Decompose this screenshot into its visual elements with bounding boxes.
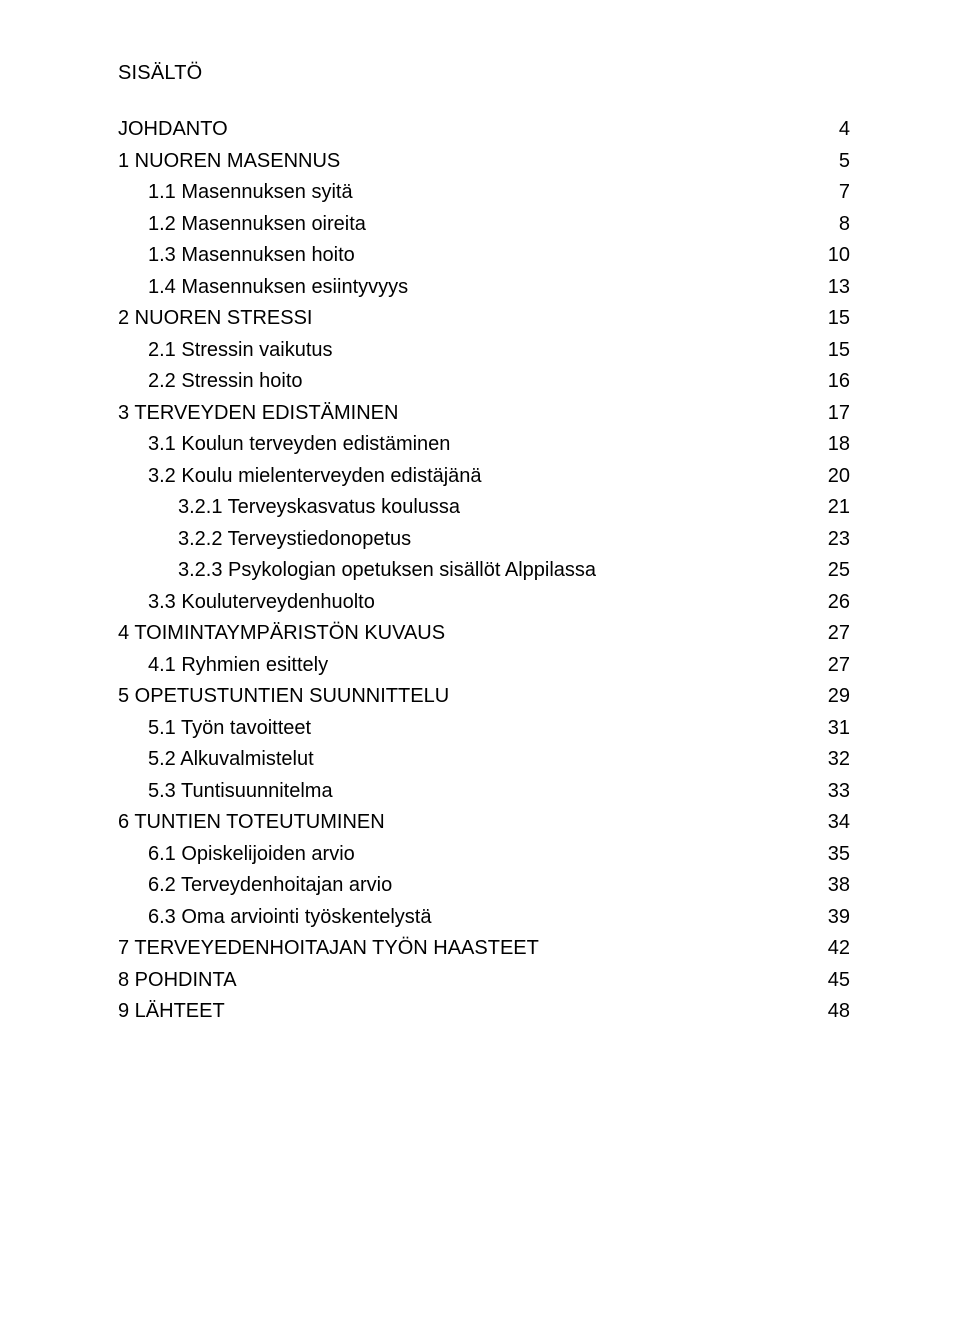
toc-entry-label: 2.2 Stressin hoito [148,371,303,391]
toc-entry-label: 1.2 Masennuksen oireita [148,214,366,234]
toc-entry-page: 15 [828,308,850,328]
toc-entry-label: 5.2 Alkuvalmistelut [148,749,314,769]
toc-entry-label: 1.4 Masennuksen esiintyvyys [148,277,408,297]
toc-entry-label: 3.2.2 Terveystiedonopetus [178,529,411,549]
toc-entry-label: 3.2.3 Psykologian opetuksen sisällöt Alp… [178,560,596,580]
toc-entry: 6.3 Oma arviointi työskentelystä 39 [118,907,850,927]
toc-entry-label: JOHDANTO [118,119,228,139]
toc-entry-page: 39 [828,907,850,927]
toc-entry: 7 TERVEYEDENHOITAJAN TYÖN HAASTEET 42 [118,938,850,958]
toc-entry: JOHDANTO 4 [118,119,850,139]
toc-entry-page: 25 [828,560,850,580]
toc-entry: 6 TUNTIEN TOTEUTUMINEN 34 [118,812,850,832]
toc-entry-label: 8 POHDINTA [118,970,237,990]
toc-title: SISÄLTÖ [118,62,850,85]
toc-entry-page: 23 [828,529,850,549]
toc-entry-label: 1.1 Masennuksen syitä [148,182,353,202]
toc-entry-label: 5.3 Tuntisuunnitelma [148,781,333,801]
toc-entry-page: 17 [828,403,850,423]
toc-entry: 3.2.2 Terveystiedonopetus 23 [118,529,850,549]
toc-entry-page: 15 [828,340,850,360]
toc-entry-label: 3.1 Koulun terveyden edistäminen [148,434,450,454]
toc-entry-page: 5 [839,151,850,171]
toc-entry-page: 45 [828,970,850,990]
toc-entry-page: 34 [828,812,850,832]
toc-entry-page: 20 [828,466,850,486]
toc-entry: 3.2.1 Terveyskasvatus koulussa 21 [118,497,850,517]
toc-entry: 2.2 Stressin hoito 16 [118,371,850,391]
toc-entry-page: 4 [839,119,850,139]
toc-entry: 1.4 Masennuksen esiintyvyys 13 [118,277,850,297]
toc-entry-label: 3.3 Kouluterveydenhuolto [148,592,375,612]
toc-entry: 5.2 Alkuvalmistelut 32 [118,749,850,769]
toc-entry: 4.1 Ryhmien esittely 27 [118,655,850,675]
toc-entry-label: 4 TOIMINTAYMPÄRISTÖN KUVAUS [118,623,445,643]
toc-entry: 3.2 Koulu mielenterveyden edistäjänä 20 [118,466,850,486]
toc-entry: 9 LÄHTEET 48 [118,1001,850,1021]
toc-entry: 6.1 Opiskelijoiden arvio 35 [118,844,850,864]
toc-entry-page: 38 [828,875,850,895]
toc-entry-label: 5.1 Työn tavoitteet [148,718,311,738]
toc-entry: 5.3 Tuntisuunnitelma 33 [118,781,850,801]
toc-entry-label: 6.1 Opiskelijoiden arvio [148,844,355,864]
toc-entry: 1.1 Masennuksen syitä 7 [118,182,850,202]
toc-entry-label: 6 TUNTIEN TOTEUTUMINEN [118,812,385,832]
page: SISÄLTÖ JOHDANTO 4 1 NUOREN MASENNUS 5 1.1 M… [0,0,960,1344]
toc-entry: 8 POHDINTA 45 [118,970,850,990]
toc-entry-page: 13 [828,277,850,297]
toc-entry: 2 NUOREN STRESSI 15 [118,308,850,328]
toc-entry-page: 7 [839,182,850,202]
toc-entry-label: 1 NUOREN MASENNUS [118,151,340,171]
toc-entry-label: 5 OPETUSTUNTIEN SUUNNITTELU [118,686,449,706]
toc-entry-page: 42 [828,938,850,958]
toc-entry-page: 10 [828,245,850,265]
toc-entry: 3.2.3 Psykologian opetuksen sisällöt Alp… [118,560,850,580]
toc-entry-label: 2.1 Stressin vaikutus [148,340,333,360]
toc-entry-label: 3 TERVEYDEN EDISTÄMINEN [118,403,398,423]
toc-entry-page: 8 [839,214,850,234]
toc-entry: 3.3 Kouluterveydenhuolto 26 [118,592,850,612]
toc-entry-page: 18 [828,434,850,454]
toc-entry-page: 33 [828,781,850,801]
toc-entry: 1.2 Masennuksen oireita 8 [118,214,850,234]
toc-entry: 2.1 Stressin vaikutus 15 [118,340,850,360]
toc-entry-page: 31 [828,718,850,738]
toc-entry: 3 TERVEYDEN EDISTÄMINEN 17 [118,403,850,423]
toc-entry-label: 9 LÄHTEET [118,1001,225,1021]
toc-entry-label: 6.3 Oma arviointi työskentelystä [148,907,431,927]
toc-entry-page: 29 [828,686,850,706]
toc-entry-label: 4.1 Ryhmien esittely [148,655,328,675]
toc-entry-page: 48 [828,1001,850,1021]
toc-entry-page: 27 [828,655,850,675]
toc-entry-label: 3.2.1 Terveyskasvatus koulussa [178,497,460,517]
toc-entry: 1 NUOREN MASENNUS 5 [118,151,850,171]
toc-entry: 6.2 Terveydenhoitajan arvio 38 [118,875,850,895]
toc-entry-page: 21 [828,497,850,517]
toc-entry: 5.1 Työn tavoitteet 31 [118,718,850,738]
toc-entry-page: 26 [828,592,850,612]
toc-entry-label: 1.3 Masennuksen hoito [148,245,355,265]
table-of-contents: JOHDANTO 4 1 NUOREN MASENNUS 5 1.1 Masennuks… [118,119,850,1021]
toc-entry-page: 16 [828,371,850,391]
toc-entry: 4 TOIMINTAYMPÄRISTÖN KUVAUS 27 [118,623,850,643]
toc-entry-page: 32 [828,749,850,769]
toc-entry-label: 2 NUOREN STRESSI [118,308,312,328]
toc-entry-label: 6.2 Terveydenhoitajan arvio [148,875,392,895]
toc-entry-page: 35 [828,844,850,864]
toc-entry: 1.3 Masennuksen hoito 10 [118,245,850,265]
toc-entry: 5 OPETUSTUNTIEN SUUNNITTELU 29 [118,686,850,706]
toc-entry: 3.1 Koulun terveyden edistäminen 18 [118,434,850,454]
toc-entry-page: 27 [828,623,850,643]
toc-entry-label: 3.2 Koulu mielenterveyden edistäjänä [148,466,482,486]
toc-entry-label: 7 TERVEYEDENHOITAJAN TYÖN HAASTEET [118,938,539,958]
